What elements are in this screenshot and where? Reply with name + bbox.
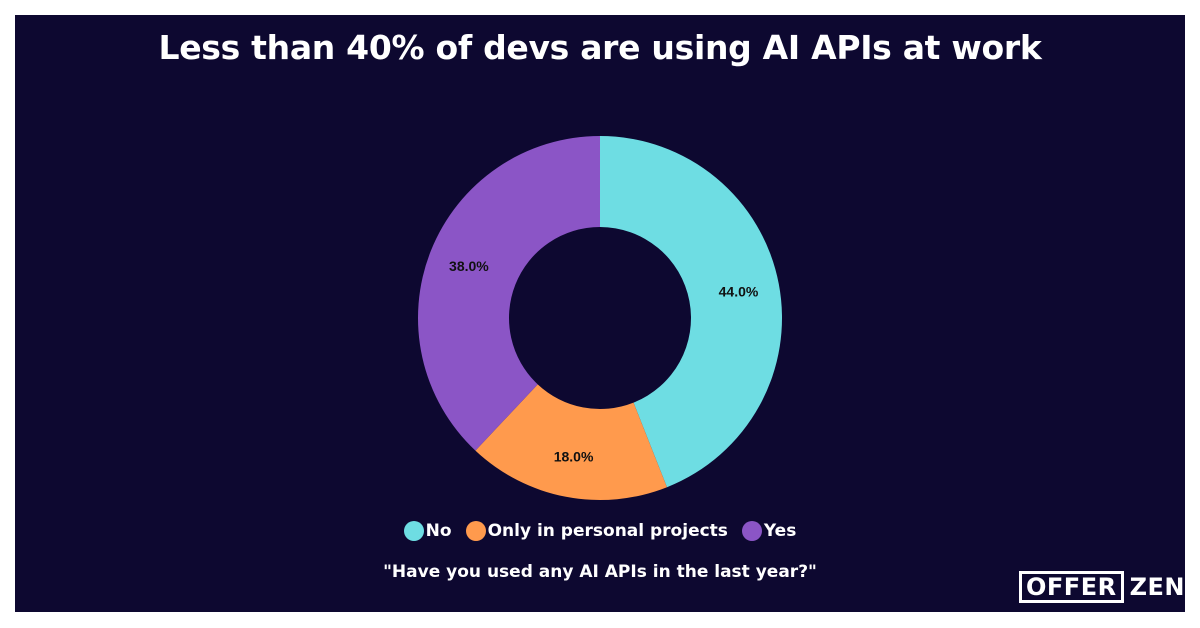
- slice-labels: 44.0% 18.0% 38.0%: [449, 258, 759, 464]
- legend-label-only-in-personal-projects: Only in personal projects: [487, 521, 728, 541]
- legend-label-no: No: [425, 521, 452, 541]
- legend-swatch-only-in-personal-projects: [465, 521, 486, 541]
- legend-label-yes: Yes: [763, 521, 797, 541]
- legend-swatch-yes: [741, 521, 762, 541]
- donut-slices: [417, 136, 783, 501]
- slice-no[interactable]: [600, 136, 783, 488]
- slice-label-only-in-personal-projects: 18.0%: [554, 449, 594, 465]
- slice-label-no: 44.0%: [719, 284, 759, 300]
- legend-item-yes[interactable]: Yes: [741, 521, 797, 541]
- slice-label-yes: 38.0%: [449, 258, 489, 274]
- slice-yes[interactable]: [417, 136, 600, 451]
- offerzen-logo: OFFER ZEN: [1019, 571, 1185, 603]
- legend-item-only-in-personal-projects[interactable]: Only in personal projects: [465, 521, 728, 541]
- chart-title: Less than 40% of devs are using AI APIs …: [158, 28, 1042, 67]
- chart-subtitle: "Have you used any AI APIs in the last y…: [383, 562, 817, 582]
- logo-rest-text: ZEN: [1129, 573, 1185, 601]
- legend-item-no[interactable]: No: [403, 521, 452, 541]
- legend: No Only in personal projects Yes: [0, 521, 1200, 541]
- legend-swatch-no: [403, 521, 424, 541]
- chart-background: [15, 15, 1185, 612]
- slice-only-in-personal-projects[interactable]: [475, 384, 667, 501]
- logo-boxed-text: OFFER: [1019, 571, 1124, 603]
